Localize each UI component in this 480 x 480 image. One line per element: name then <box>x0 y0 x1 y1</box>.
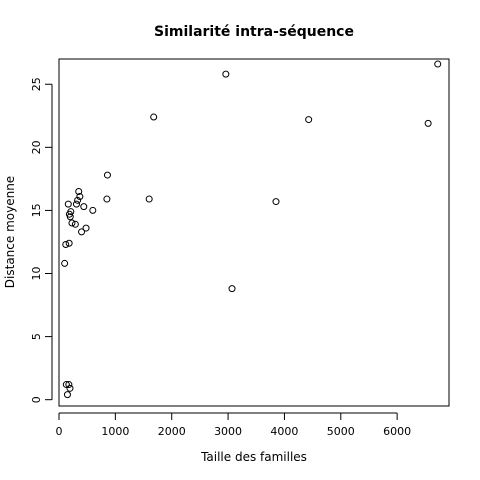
y-tick-label: 10 <box>30 267 43 281</box>
x-tick-label: 1000 <box>101 425 129 438</box>
data-point <box>145 195 153 203</box>
plot-frame <box>58 58 450 407</box>
data-point <box>72 200 80 208</box>
y-tick-label: 0 <box>30 396 43 403</box>
x-tick-label: 3000 <box>214 425 242 438</box>
data-point <box>62 240 70 248</box>
data-point <box>68 219 76 227</box>
data-point <box>74 196 82 204</box>
x-tick-label: 4000 <box>270 425 298 438</box>
x-tick-label: 0 <box>56 425 63 438</box>
data-point <box>103 195 111 203</box>
y-tick-label: 20 <box>30 140 43 154</box>
data-point <box>64 200 72 208</box>
data-point <box>80 203 88 211</box>
data-point <box>150 113 158 121</box>
data-point <box>66 384 74 392</box>
data-point <box>89 206 97 214</box>
y-axis-label: Distance moyenne <box>3 176 17 288</box>
x-tick-label: 5000 <box>327 425 355 438</box>
x-axis: 0 1000 2000 3000 4000 5000 6000 <box>56 412 411 438</box>
data-point <box>61 259 69 267</box>
data-point <box>222 70 230 78</box>
data-point <box>434 60 442 68</box>
data-point <box>71 220 79 228</box>
data-point <box>103 171 111 179</box>
data-point <box>65 239 73 247</box>
y-tick-label: 25 <box>30 77 43 91</box>
chart-title: Similarité intra-séquence <box>154 24 354 40</box>
data-point <box>76 193 84 201</box>
data-point <box>82 224 90 232</box>
data-point <box>67 208 75 216</box>
data-point <box>78 228 86 236</box>
x-tick-label: 6000 <box>383 425 411 438</box>
x-tick-label: 2000 <box>158 425 186 438</box>
data-point <box>272 198 280 206</box>
data-point <box>63 391 71 399</box>
x-axis-label: Taille des familles <box>200 450 307 464</box>
data-point <box>424 119 432 127</box>
data-point <box>66 213 74 221</box>
data-points <box>61 60 442 399</box>
data-point <box>65 381 73 389</box>
y-axis: 0 5 10 15 20 25 <box>30 77 53 403</box>
y-tick-label: 5 <box>30 333 43 340</box>
data-point <box>75 187 83 195</box>
y-tick-label: 15 <box>30 203 43 217</box>
data-point <box>228 285 236 293</box>
data-point <box>305 116 313 124</box>
data-point <box>62 381 70 389</box>
